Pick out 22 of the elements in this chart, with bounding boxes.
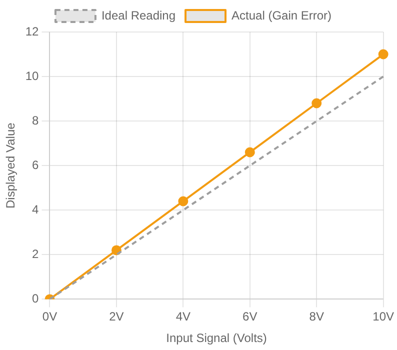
- x-tick-label: 4V: [176, 310, 191, 324]
- y-tick-label: 0: [32, 292, 40, 306]
- point: [312, 98, 322, 108]
- legend-label: Actual (Gain Error): [232, 8, 332, 22]
- point: [111, 245, 122, 256]
- x-tick-label: 2V: [109, 310, 124, 324]
- legend-label: Ideal Reading: [101, 8, 176, 22]
- y-tick-label: 6: [32, 158, 40, 172]
- point: [244, 147, 255, 158]
- x-tick-label: 6V: [242, 310, 258, 324]
- y-tick-label: 10: [25, 68, 40, 83]
- y-tick-label: 12: [25, 24, 40, 38]
- x-axis-title: Input Signal (Volts): [166, 331, 267, 346]
- x-tick-label: 0V: [42, 310, 58, 324]
- x-tick-label: 8V: [309, 310, 324, 324]
- y-tick-label: 8: [32, 113, 40, 128]
- y-tick-label: 4: [32, 202, 40, 216]
- y-tick-label: 2: [32, 246, 40, 261]
- y-axis-title: Displayed Value: [4, 122, 18, 209]
- point: [378, 49, 388, 60]
- x-tick-label: 10V: [372, 310, 394, 324]
- point: [178, 196, 188, 206]
